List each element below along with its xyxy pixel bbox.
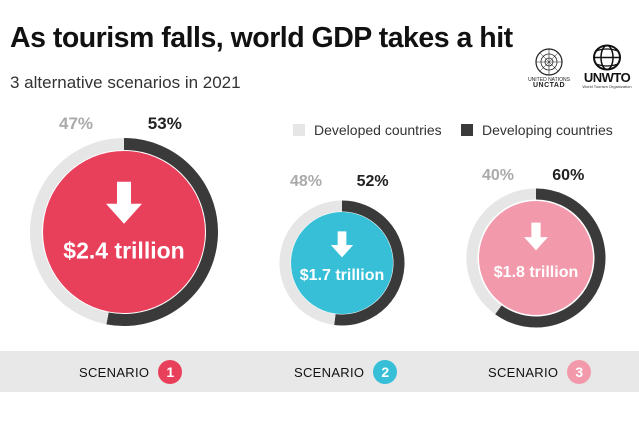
scenario-1-row: SCENARIO 1 — [79, 360, 183, 384]
scenario-2-developing-arc — [334, 200, 405, 326]
scenario-1-developing-arc — [106, 138, 218, 326]
scenario-3-developing-pct-label: 60% — [552, 167, 584, 184]
scenario-2-developed-pct-label: 48% — [290, 173, 322, 190]
globe-icon — [593, 44, 621, 71]
un-unctad-logo: UNITED NATIONS UNCTAD — [527, 47, 571, 97]
un-logo-line1: UNITED NATIONS — [528, 77, 570, 83]
scenario-3-developed-arc — [466, 188, 537, 315]
scenario-2-disc — [291, 212, 393, 314]
scenario-1-label: SCENARIO — [79, 364, 150, 380]
scenario-1-down-arrow-icon — [106, 181, 142, 224]
scenario-3-developed-pct-label: 40% — [482, 167, 514, 184]
legend-swatch-developing — [461, 124, 473, 136]
scenario-3-down-arrow-icon — [524, 222, 548, 251]
scenario-2-badge: 2 — [373, 360, 398, 384]
scenario-3-label: SCENARIO — [488, 364, 559, 380]
scenario-3-developing-arc — [495, 188, 606, 328]
page-subtitle: 3 alternative scenarios in 2021 — [10, 73, 241, 92]
legend-swatch-developed — [293, 124, 305, 136]
unwto-logo: UNWTO World Tourism Organization — [578, 44, 636, 96]
unwto-logo-name: UNWTO — [583, 70, 631, 85]
scenario-1-badge: 1 — [158, 360, 183, 384]
legend-label-developing: Developing countries — [482, 122, 613, 138]
un-logo-line2: UNCTAD — [532, 82, 566, 89]
scenario-2-gdp-loss-label: $1.7 trillion — [300, 267, 384, 284]
scenario-1-developed-pct-label: 47% — [59, 114, 93, 133]
scenario-2-down-arrow-icon — [330, 231, 354, 258]
legend-item-developed: Developed countries — [293, 121, 442, 139]
scenario-1-disc — [43, 151, 205, 313]
scenario-2-chart: $1.7 trillion 48% 52% — [279, 173, 405, 326]
scenario-1-developed-arc — [30, 138, 124, 325]
legend-label-developed: Developed countries — [314, 122, 442, 138]
legend-item-developing: Developing countries — [461, 121, 613, 139]
unwto-logo-sub: World Tourism Organization — [582, 84, 632, 89]
scenario-3-chart: $1.8 trillion 40% 60% — [466, 167, 606, 328]
scenario-3-disc — [479, 201, 593, 315]
scenario-3-gdp-loss-label: $1.8 trillion — [494, 264, 578, 281]
scenario-3-row: SCENARIO 3 — [488, 360, 592, 384]
scenario-3-badge: 3 — [567, 360, 592, 384]
un-emblem-icon — [535, 48, 563, 76]
scenario-band — [0, 351, 639, 392]
scenario-2-developing-pct-label: 52% — [357, 173, 389, 190]
scenario-2-label: SCENARIO — [294, 364, 365, 380]
scenario-1-developing-pct-label: 53% — [148, 114, 182, 133]
page-title: As tourism falls, world GDP takes a hit — [10, 22, 513, 54]
scenario-1-chart: $2.4 trillion 47% 53% — [30, 114, 218, 326]
scenario-1-gdp-loss-label: $2.4 trillion — [63, 238, 184, 264]
scenario-2-developed-arc — [279, 200, 343, 326]
scenario-2-row: SCENARIO 2 — [294, 360, 398, 384]
